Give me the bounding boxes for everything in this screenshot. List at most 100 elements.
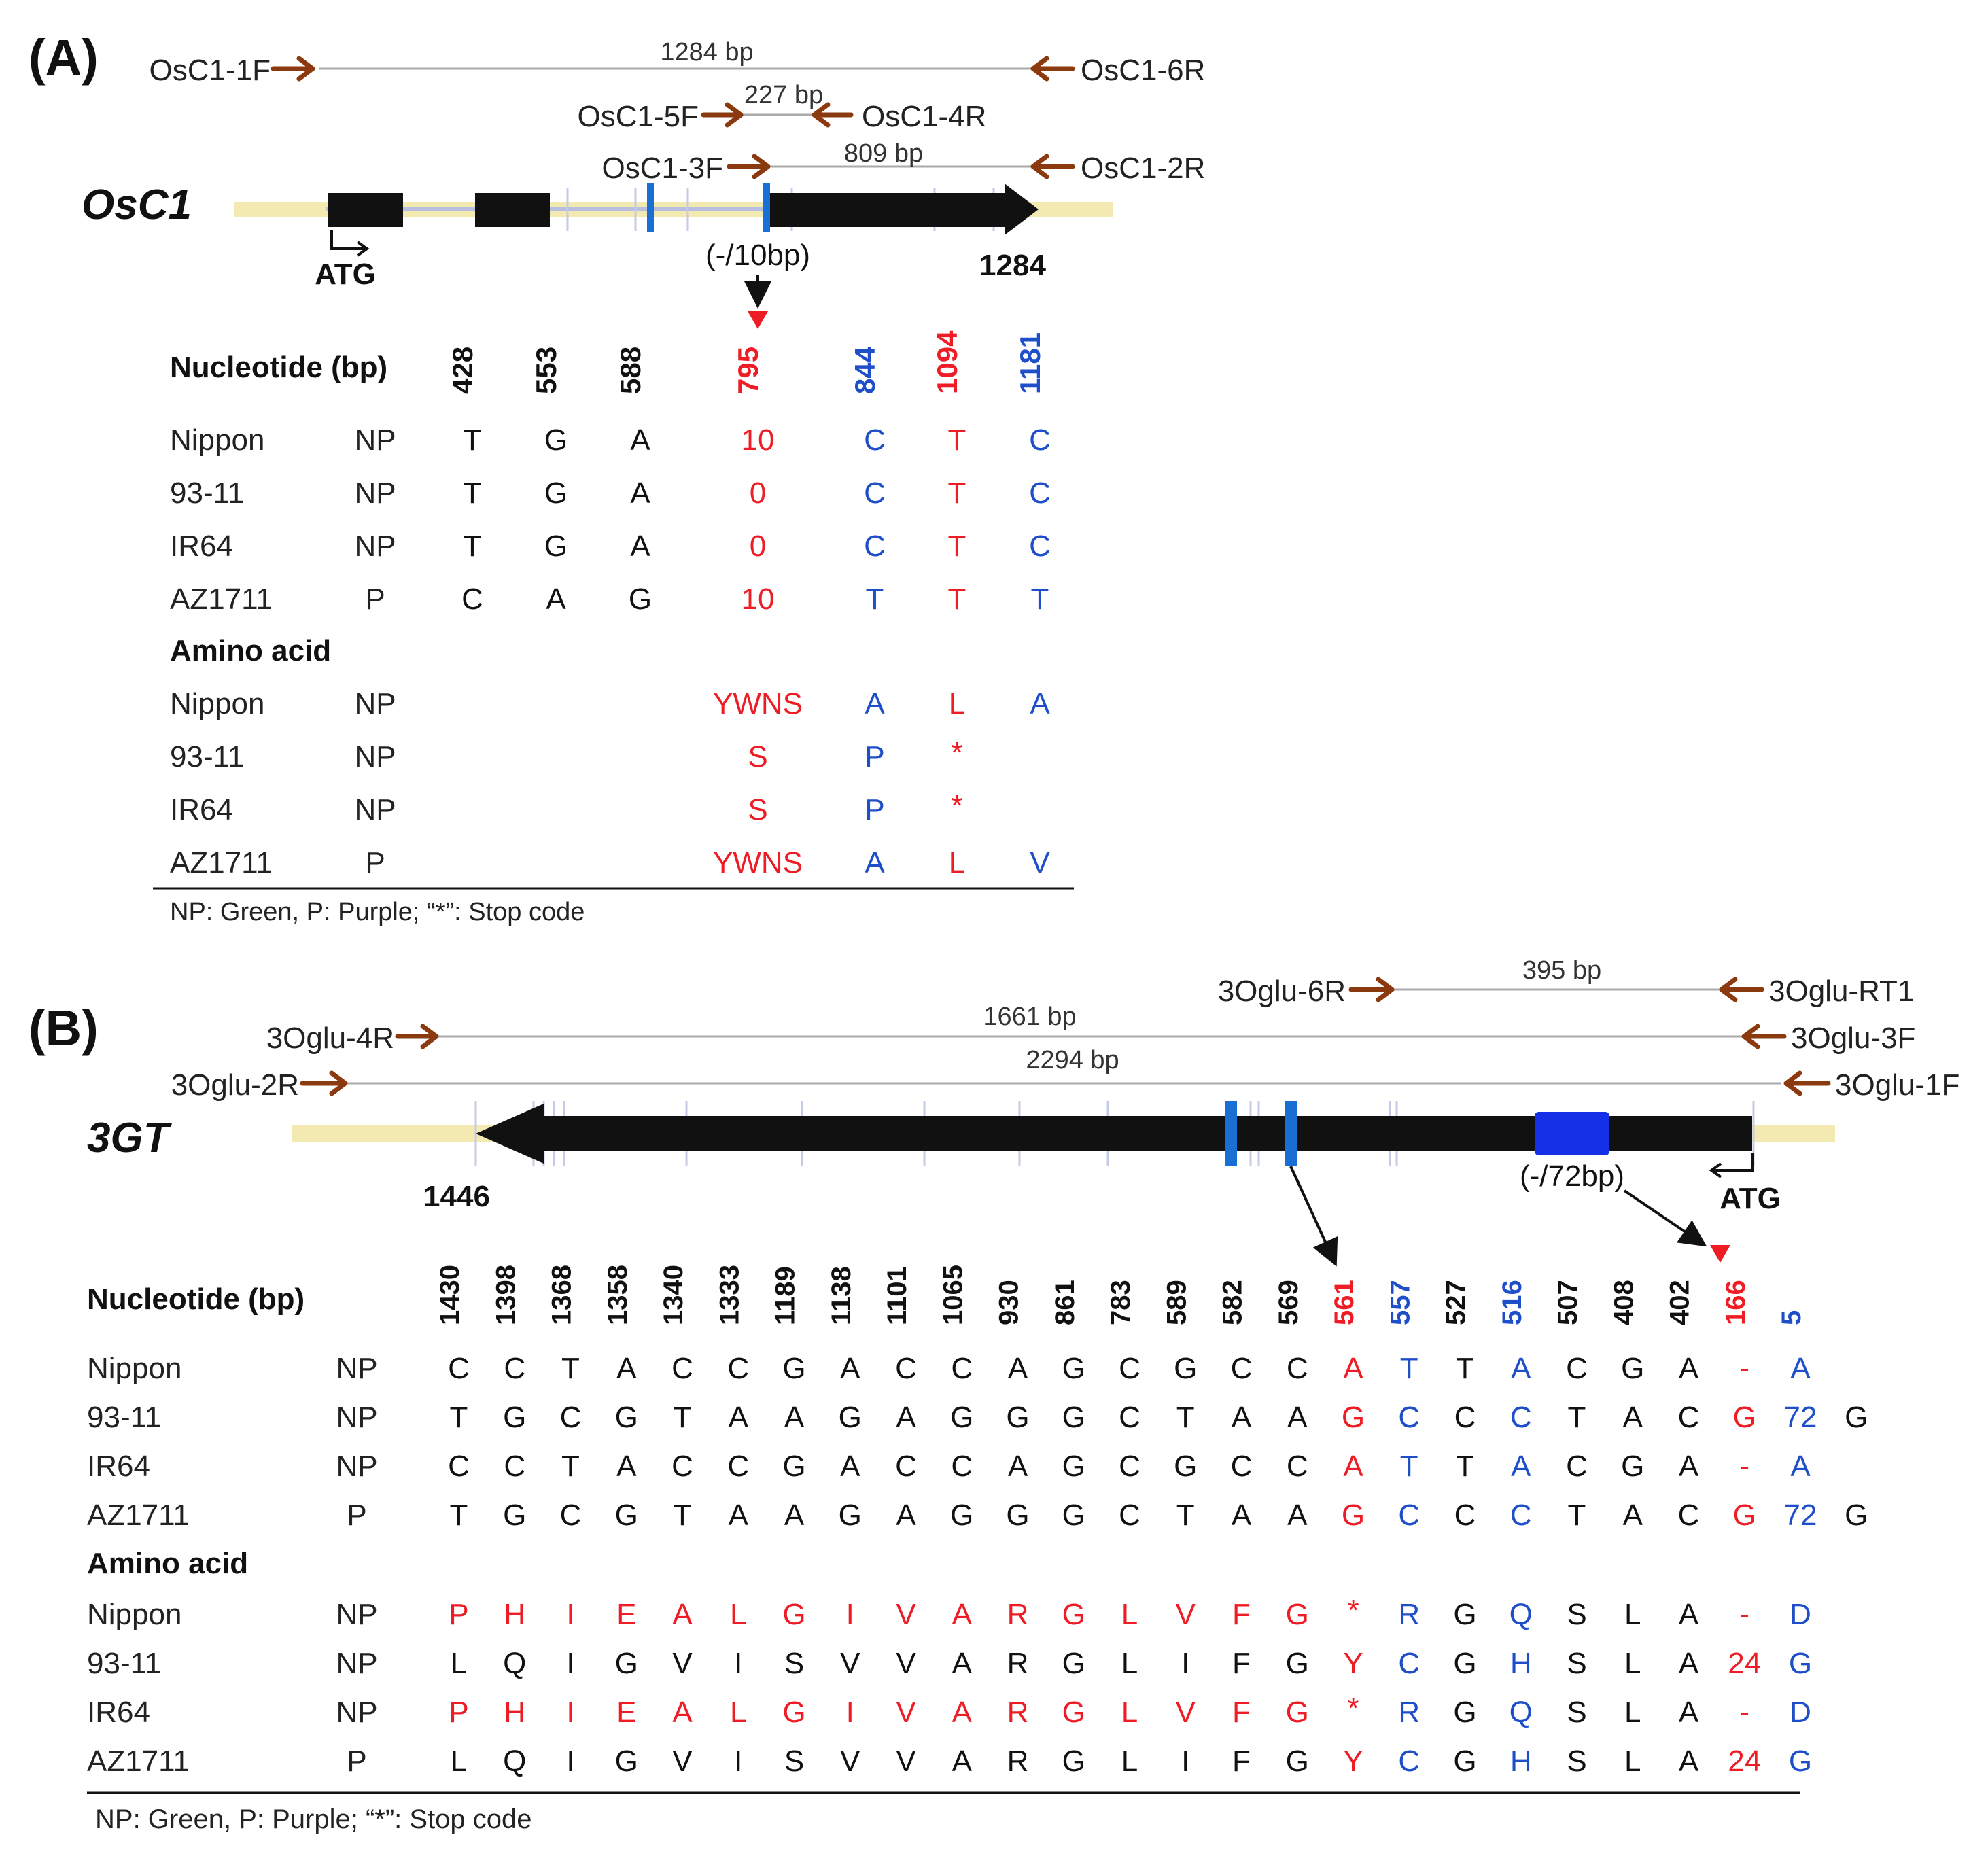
position-label: 428 — [447, 347, 478, 394]
primer-reverse-b1: 3Oglu-6R — [1218, 975, 1346, 1008]
nucleotide-cell: T — [1400, 1352, 1418, 1385]
cultivar-name: 93-11 — [170, 740, 244, 773]
amino-acid-cell: A — [1679, 1598, 1699, 1631]
amino-acid-cell: Y — [1343, 1745, 1363, 1778]
amino-acid-cell: H — [504, 1696, 525, 1729]
end-position-label: 1446 — [423, 1180, 490, 1213]
panel-b-label: (B) — [29, 1000, 99, 1056]
amino-acid-cell: I — [566, 1745, 574, 1778]
cultivar-name: 93-11 — [87, 1401, 161, 1434]
phenotype-label: NP — [336, 1352, 377, 1385]
amino-acid-cell: G — [1062, 1647, 1085, 1680]
primer-reverse-b2: 3Oglu-4R — [266, 1021, 394, 1055]
primer-reverse-b3: 3Oglu-2R — [171, 1068, 299, 1102]
amino-acid-cell: A — [865, 846, 885, 879]
position-label: 1101 — [882, 1266, 912, 1325]
position-label: 861 — [1050, 1280, 1080, 1325]
amino-acid-cell: P — [449, 1598, 468, 1631]
nucleotide-cell: A — [1623, 1499, 1643, 1532]
phenotype-label: NP — [354, 476, 396, 510]
nucleotide-cell: G — [544, 476, 568, 510]
amino-acid-cell: D — [1790, 1598, 1811, 1631]
nucleotide-cell: C — [1119, 1499, 1140, 1532]
amino-acid-cell: A — [1030, 687, 1050, 720]
nucleotide-cell: C — [1454, 1401, 1476, 1434]
position-label: 795 — [732, 347, 764, 394]
phenotype-label: NP — [354, 740, 396, 773]
nucleotide-cell: C — [951, 1352, 973, 1385]
deletion-pointer-arrow — [1623, 1189, 1707, 1247]
nucleotide-cell: G — [1062, 1352, 1085, 1385]
amino-acid-cell: A — [952, 1598, 973, 1631]
amino-acid-cell: R — [1007, 1696, 1029, 1729]
amino-acid-cell: G — [1453, 1745, 1476, 1778]
nucleotide-cell: C — [1678, 1401, 1700, 1434]
amino-acid-cell: G — [615, 1647, 638, 1680]
nucleotide-cell: C — [1287, 1352, 1308, 1385]
nucleotide-rows: Nippon NP C C T A C C G A C C A G C G C C A T T A C G A - A93-11 NP… — [87, 1352, 1868, 1532]
amino-acid-cell: C — [1398, 1745, 1420, 1778]
amino-acid-cell: L — [949, 687, 965, 720]
nucleotide-cell: T — [1031, 582, 1049, 616]
amino-acid-header: Amino acid — [87, 1547, 248, 1580]
cultivar-name: Nippon — [87, 1352, 181, 1385]
amino-acid-cell: E — [616, 1598, 636, 1631]
cultivar-name: Nippon — [87, 1598, 181, 1631]
position-label: 569 — [1274, 1280, 1304, 1325]
primer-forward-b2: 3Oglu-3F — [1791, 1021, 1915, 1055]
primer-arrow-left-icon — [812, 56, 1075, 179]
phenotype-label: NP — [354, 793, 396, 826]
nucleotide-cell: T — [1456, 1450, 1474, 1483]
nucleotide-cell: T — [561, 1352, 580, 1385]
nucleotide-cell: G — [782, 1352, 805, 1385]
nucleotide-cell: 72 — [1784, 1499, 1817, 1532]
nucleotide-cell: G — [1621, 1352, 1644, 1385]
amino-acid-cell: S — [784, 1745, 804, 1778]
nucleotide-cell: 72 — [1784, 1401, 1817, 1434]
position-label: 402 — [1665, 1280, 1695, 1325]
primer-arrow-right-icon — [300, 977, 1395, 1096]
nucleotide-cell: A — [630, 529, 650, 563]
amino-acid-cell: L — [949, 846, 965, 879]
phenotype-label: P — [365, 582, 385, 616]
amino-acid-cell: Q — [503, 1745, 526, 1778]
amino-acid-cell: Q — [1510, 1696, 1533, 1729]
phenotype-label: NP — [336, 1450, 377, 1483]
nucleotide-cell: A — [1232, 1401, 1252, 1434]
amino-acid-cell: P — [865, 793, 884, 826]
amino-acid-cell: C — [1398, 1647, 1420, 1680]
amino-acid-cell: S — [748, 740, 767, 773]
primer-size-b2: 1661 bp — [983, 1002, 1076, 1031]
amino-acid-cell: I — [734, 1647, 742, 1680]
cultivar-name: Nippon — [170, 423, 264, 457]
nucleotide-cell: A — [1623, 1401, 1643, 1434]
amino-acid-cell: 24 — [1728, 1647, 1761, 1680]
position-label: 1181 — [1014, 332, 1046, 394]
position-label: 783 — [1106, 1280, 1136, 1325]
footnote: NP: Green, P: Purple; “*”: Stop code — [170, 898, 585, 926]
phenotype-label: NP — [336, 1401, 377, 1434]
primer-size-a2: 227 bp — [744, 81, 823, 109]
position-label: 1340 — [659, 1265, 688, 1325]
amino-acid-cell: H — [504, 1598, 525, 1631]
amino-acid-cell: L — [1624, 1696, 1641, 1729]
phenotype-label: P — [365, 846, 385, 879]
nucleotide-cell: A — [840, 1352, 860, 1385]
cultivar-name: 93-11 — [170, 476, 244, 510]
amino-acid-cell: * — [951, 736, 962, 769]
primer-arrow-right-icon — [271, 56, 771, 179]
amino-acid-cell: I — [1181, 1647, 1189, 1680]
nucleotide-cell: T — [1400, 1450, 1418, 1483]
amino-acid-cell: S — [784, 1647, 804, 1680]
phenotype-label: NP — [336, 1598, 377, 1631]
amino-acid-cell: S — [1567, 1647, 1586, 1680]
amino-acid-cell: Q — [1510, 1598, 1533, 1631]
nucleotide-cell: C — [864, 476, 886, 510]
position-label: 5 — [1777, 1310, 1807, 1325]
nucleotide-cell: G — [544, 423, 568, 457]
amino-acid-cell: A — [952, 1647, 973, 1680]
nucleotide-cell: G — [1845, 1499, 1868, 1532]
amino-acid-cell: A — [1679, 1696, 1699, 1729]
primer-forward-a1: OsC1-1F — [150, 54, 271, 87]
nucleotide-cell: G — [1845, 1401, 1868, 1434]
